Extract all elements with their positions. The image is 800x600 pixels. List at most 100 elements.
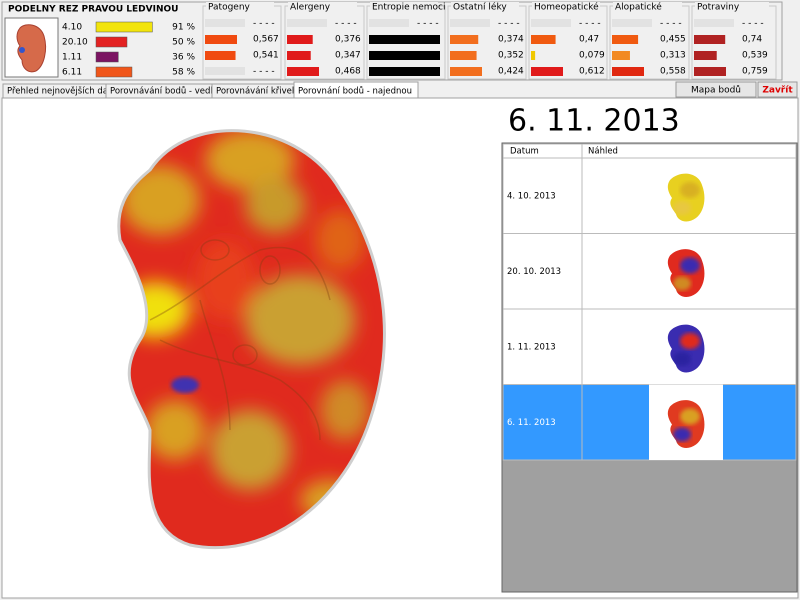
metric-bar <box>205 35 237 44</box>
empty-bar <box>612 19 652 27</box>
thumbnail <box>667 249 705 297</box>
metric-value: 0,352 <box>498 51 524 61</box>
summary-date: 1.11 <box>62 53 82 63</box>
table-row[interactable] <box>502 308 797 385</box>
panel-title: Alopatické <box>615 2 662 13</box>
metric-value: 0,47 <box>579 35 599 45</box>
empty-value: - - - - <box>253 19 275 29</box>
metric-value: 0,347 <box>335 51 361 61</box>
button[interactable] <box>757 81 798 98</box>
empty-bar <box>205 67 245 75</box>
metric-bar <box>694 67 726 76</box>
metric-value: 0,455 <box>660 35 686 45</box>
panel-title-bg <box>288 2 357 12</box>
summary-percent: 50 % <box>172 38 195 48</box>
summary-bar <box>95 66 133 78</box>
empty-value: - - - - <box>253 67 275 77</box>
metric-value: 7 <box>417 35 423 45</box>
empty-value: - - - - <box>417 19 439 29</box>
metric-bar <box>369 35 440 44</box>
header-title: PODELNY REZ PRAVOU LEDVINOU <box>8 5 178 15</box>
metric-bar <box>612 67 644 76</box>
summary-bar <box>95 36 128 48</box>
panel-title: Potraviny <box>697 3 740 13</box>
metric-bar <box>450 35 479 44</box>
metric-value: 0,374 <box>498 35 524 45</box>
thumb-blob <box>673 201 691 215</box>
metric-bar <box>369 51 440 60</box>
thumb-blob <box>673 427 691 442</box>
summary-date: 6.11 <box>62 68 82 78</box>
table-header-label: Náhled <box>588 147 618 157</box>
panel-title-bg <box>206 2 274 12</box>
metric-bar <box>612 35 639 44</box>
metric-bar <box>205 51 236 60</box>
summary-date: 4.10 <box>62 23 82 33</box>
table-row[interactable] <box>502 233 797 310</box>
metric-value: 0,424 <box>498 67 524 77</box>
metric-value: 0,558 <box>660 67 686 77</box>
empty-value: - - - - <box>498 19 520 29</box>
summary-date: 20.10 <box>62 38 88 48</box>
metric-value: 7 <box>417 67 423 77</box>
table-row[interactable] <box>502 157 797 234</box>
metric-value: 0,468 <box>335 67 361 77</box>
empty-bar <box>287 19 327 27</box>
thumb-blob <box>680 408 700 425</box>
table-header <box>502 143 797 159</box>
kidney-icon <box>16 24 47 73</box>
thumbnail <box>667 173 705 222</box>
empty-value: - - - - <box>742 19 764 29</box>
panel-title: Alergeny <box>290 3 331 13</box>
metric-value: 7 <box>417 51 423 61</box>
metric-bar <box>450 51 477 60</box>
thumb-blob <box>680 257 700 274</box>
tab-label[interactable]: Porovnání bodů - najednou <box>298 86 412 97</box>
thumb-blob <box>680 182 700 198</box>
button[interactable] <box>675 81 757 98</box>
empty-bar <box>450 19 490 27</box>
thumb-blob <box>673 276 691 291</box>
metric-bar <box>612 51 630 60</box>
tab-label[interactable]: Porovnávání křivek <box>216 87 297 97</box>
empty-bar <box>369 19 409 27</box>
metric-bar <box>287 67 319 76</box>
summary-percent: 91 % <box>172 23 195 33</box>
metric-bar <box>369 67 440 76</box>
metric-value: 0,376 <box>335 35 361 45</box>
metric-value: 0,612 <box>579 67 605 77</box>
metric-bar <box>531 51 536 60</box>
tab-label[interactable]: Přehled nejnovějších dat <box>7 86 112 97</box>
row-date[interactable]: 6. 11. 2013 <box>507 418 556 428</box>
row-date[interactable]: 20. 10. 2013 <box>507 267 561 277</box>
panel-title-bg <box>532 2 600 12</box>
empty-bar <box>205 19 245 27</box>
metric-bar <box>694 51 717 60</box>
metric-bar <box>287 51 311 60</box>
summary-percent: 36 % <box>172 53 195 63</box>
panel-title: Entropie nemoci <box>372 3 446 13</box>
panel-title: Ostatní léky <box>453 2 507 13</box>
row-date[interactable]: 1. 11. 2013 <box>507 343 556 353</box>
metric-value: 0,313 <box>660 51 686 61</box>
metric-bar <box>531 35 556 44</box>
summary-percent: 58 % <box>172 68 195 78</box>
button-label[interactable]: Zavřít <box>762 86 793 96</box>
table-header-label: Datum <box>510 147 539 157</box>
metric-bar <box>450 67 482 76</box>
thumb-blob <box>673 352 691 366</box>
metric-value: 0,079 <box>579 51 605 61</box>
empty-value: - - - - <box>579 19 601 29</box>
thumbnail <box>667 324 705 373</box>
thumb-blob <box>680 333 700 349</box>
button-label[interactable]: Mapa bodů <box>691 85 741 96</box>
metric-bar <box>694 35 726 44</box>
tab-label[interactable]: Porovnávání bodů - vedle <box>110 86 218 97</box>
panel-title-bg <box>695 2 769 12</box>
panel-title-bg <box>451 2 519 12</box>
row-date[interactable]: 4. 10. 2013 <box>507 192 556 202</box>
metric-bar <box>287 35 313 44</box>
summary-bar <box>95 21 153 33</box>
panel-title: Patogeny <box>208 3 251 13</box>
